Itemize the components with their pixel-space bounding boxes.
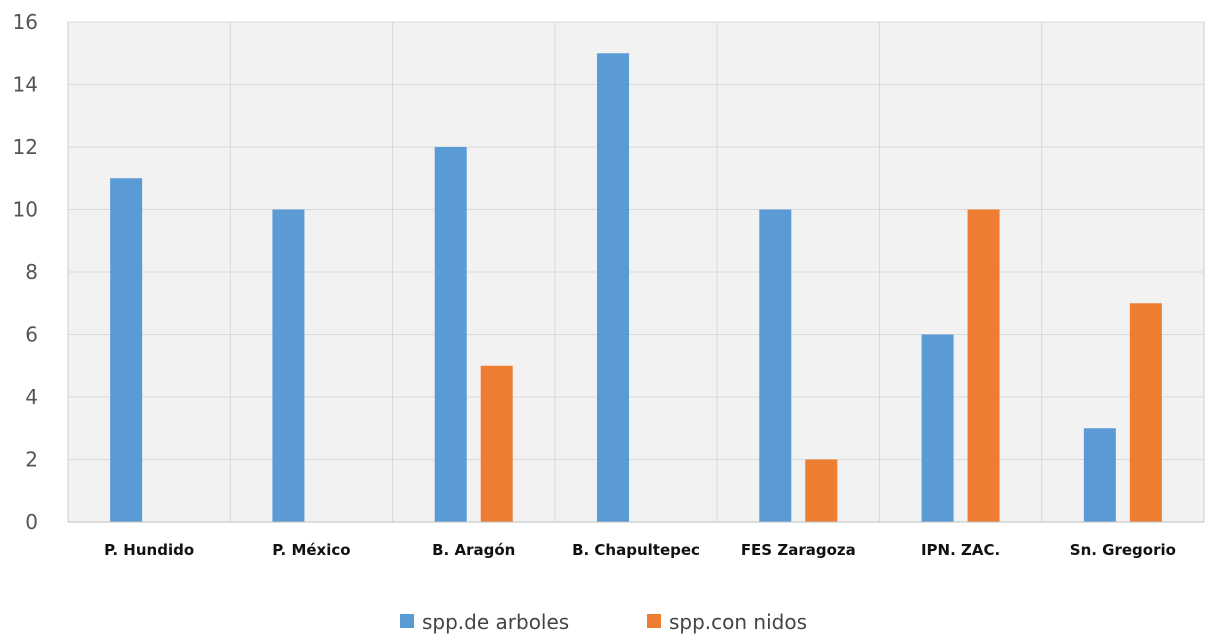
legend-swatch	[400, 614, 414, 628]
x-tick-label: B. Chapultepec	[572, 541, 700, 559]
bar-nidos	[481, 366, 513, 522]
bar-arboles	[597, 53, 629, 522]
x-tick-label: P. México	[272, 541, 350, 559]
y-tick-label: 4	[25, 385, 38, 409]
x-axis-ticks: P. Hundido P. México B. Aragón B. Chapultep…	[104, 541, 1176, 559]
bar-nidos	[1130, 303, 1162, 522]
y-tick-label: 0	[25, 510, 38, 534]
bar-arboles	[922, 335, 954, 523]
bar-nidos	[968, 210, 1000, 523]
x-tick-label: Sn. Gregorio	[1070, 541, 1176, 559]
y-tick-label: 14	[13, 73, 38, 97]
y-tick-label: 2	[25, 448, 38, 472]
y-tick-label: 6	[25, 323, 38, 347]
x-tick-label: FES Zaragoza	[741, 541, 856, 559]
y-tick-label: 16	[13, 10, 38, 34]
y-tick-label: 12	[13, 135, 38, 159]
y-tick-label: 10	[13, 198, 38, 222]
bar-nidos	[805, 460, 837, 523]
legend-swatch	[647, 614, 661, 628]
x-tick-label: P. Hundido	[104, 541, 194, 559]
y-axis-ticks: 0 2 4 6 8 10 12 14 16	[13, 10, 38, 534]
legend-label: spp.de arboles	[422, 610, 569, 634]
bar-arboles	[110, 178, 142, 522]
bar-arboles	[1084, 428, 1116, 522]
legend-label: spp.con nidos	[669, 610, 807, 634]
bar-arboles	[272, 210, 304, 523]
x-tick-label: IPN. ZAC.	[921, 541, 1000, 559]
legend: spp.de arboles spp.con nidos	[400, 610, 807, 634]
y-tick-label: 8	[25, 260, 38, 284]
bar-arboles	[435, 147, 467, 522]
x-tick-label: B. Aragón	[432, 541, 515, 559]
bar-arboles	[759, 210, 791, 523]
